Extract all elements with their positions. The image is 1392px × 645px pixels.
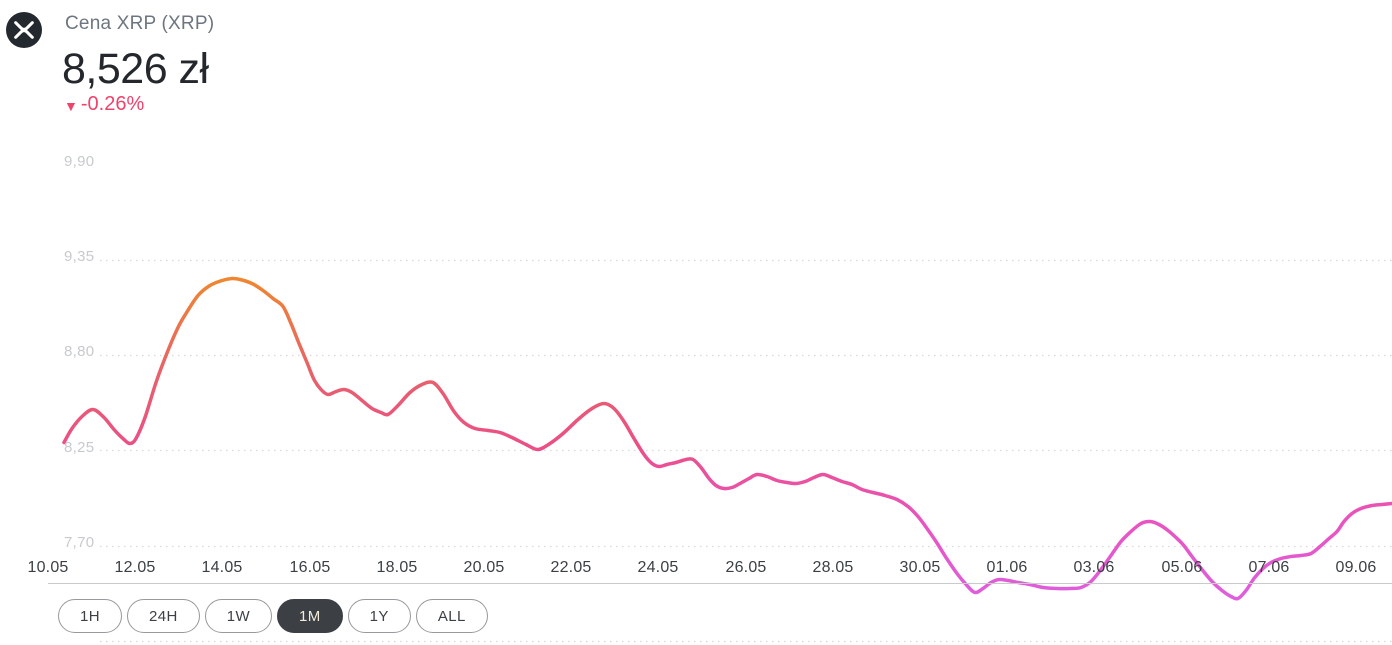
- timeframe-button-1w[interactable]: 1W: [204, 599, 273, 633]
- x-axis-label: 10.05: [27, 559, 69, 576]
- y-axis-label: 8,80: [64, 343, 95, 360]
- y-axis-label: 7,70: [64, 534, 95, 551]
- x-axis-label: 20.05: [463, 559, 505, 576]
- page-title: Cena XRP (XRP): [65, 13, 215, 34]
- price-change-value: -0.26%: [80, 93, 145, 115]
- x-axis-label: 16.05: [289, 559, 331, 576]
- current-price: 8,526 zł: [62, 45, 209, 93]
- timeframe-button-1y[interactable]: 1Y: [347, 599, 411, 633]
- x-axis-label: 03.06: [1073, 559, 1115, 576]
- chart-bottom-divider: [48, 583, 1392, 584]
- timeframe-button-1m[interactable]: 1M: [277, 599, 343, 633]
- x-axis-label: 30.05: [899, 559, 941, 576]
- x-axis-label: 24.05: [637, 559, 679, 576]
- x-axis-label: 14.05: [201, 559, 243, 576]
- price-chart[interactable]: 9,90 9,35 8,80 8,25 7,70 10.05 12.05 14.05 16.0…: [0, 140, 1392, 643]
- y-axis-label: 9,35: [64, 248, 95, 265]
- y-axis-label: 8,25: [64, 439, 95, 456]
- x-axis-label: 12.05: [114, 559, 156, 576]
- xrp-logo-icon: [6, 12, 42, 48]
- x-axis-label: 26.05: [725, 559, 767, 576]
- timeframe-button-all[interactable]: ALL: [415, 599, 488, 633]
- price-line: [62, 276, 1392, 601]
- price-line-chart: [62, 259, 1392, 643]
- x-axis-label: 01.06: [986, 559, 1028, 576]
- y-axis-label: 9,90: [64, 153, 95, 170]
- timeframe-button-1h[interactable]: 1H: [58, 599, 122, 633]
- x-axis-label: 28.05: [812, 559, 854, 576]
- x-axis-label: 18.05: [376, 559, 418, 576]
- timeframe-button-24h[interactable]: 24H: [126, 599, 200, 633]
- price-change: ▼ -0.26%: [64, 93, 144, 116]
- x-axis-label: 07.06: [1248, 559, 1290, 576]
- x-axis-label: 22.05: [550, 559, 592, 576]
- x-axis-label: 09.06: [1335, 559, 1377, 576]
- x-axis-label: 05.06: [1161, 559, 1203, 576]
- down-arrow-icon: ▼: [64, 97, 78, 114]
- timeframe-selector: 1H 24H 1W 1M 1Y ALL: [58, 599, 488, 633]
